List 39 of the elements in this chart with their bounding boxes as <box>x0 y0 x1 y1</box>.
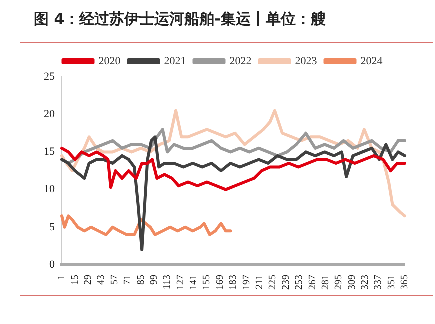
x-tick-label: 253 <box>294 275 306 290</box>
x-tick-label: 127 <box>175 275 186 290</box>
x-tick-label: 337 <box>373 275 384 290</box>
x-tick-label: 267 <box>307 275 318 290</box>
x-tick-label: 85 <box>136 275 147 285</box>
x-tick-label: 169 <box>214 275 226 290</box>
x-tick-label: 197 <box>241 275 252 290</box>
x-tick-label: 225 <box>268 275 279 290</box>
x-tick-label: 71 <box>122 275 134 285</box>
legend-label: 2024 <box>360 55 384 68</box>
x-tick-label: 15 <box>70 275 81 285</box>
x-tick-label: 309 <box>346 275 358 290</box>
x-tick-label: 281 <box>320 275 332 290</box>
y-tick-label: 20 <box>44 108 56 120</box>
x-tick-label: 351 <box>386 275 398 290</box>
x-tick-label: 155 <box>202 275 213 290</box>
x-tick-label: 183 <box>228 275 240 290</box>
x-tick-label: 29 <box>83 275 94 285</box>
x-tick-label: 43 <box>96 275 108 285</box>
x-tick-label: 113 <box>162 275 174 290</box>
y-tick-label: 10 <box>44 184 56 196</box>
legend-label: 2021 <box>164 55 186 68</box>
y-tick-label: 15 <box>44 146 56 158</box>
x-tick-label: 57 <box>109 275 120 285</box>
y-tick-label: 25 <box>44 70 56 83</box>
x-tick-label: 239 <box>280 275 292 290</box>
x-tick-label: 141 <box>188 275 200 290</box>
legend-label: 2023 <box>295 55 318 68</box>
x-tick-label: 295 <box>334 275 345 290</box>
x-tick-label: 365 <box>400 275 411 290</box>
x-tick-label: 323 <box>360 275 372 290</box>
legend-label: 2022 <box>230 55 252 68</box>
x-tick-label: 99 <box>148 275 160 285</box>
x-tick-label: 1 <box>56 275 68 280</box>
x-tick-label: 211 <box>254 275 266 290</box>
y-tick-label: 5 <box>50 221 56 234</box>
chart-title: 图 4：经过苏伊士运河船舶-集运丨单位：艘 <box>34 10 326 29</box>
y-tick-label: 0 <box>50 258 56 271</box>
legend-label: 2020 <box>98 55 122 68</box>
